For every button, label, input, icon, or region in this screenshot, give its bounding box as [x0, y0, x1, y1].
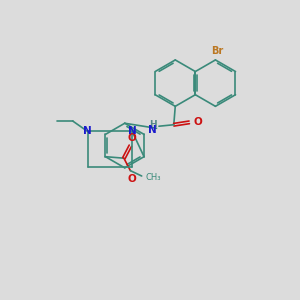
Text: O: O — [127, 133, 136, 143]
Text: H: H — [149, 120, 157, 129]
Text: N: N — [128, 126, 136, 136]
Text: Br: Br — [211, 46, 223, 56]
Text: N: N — [148, 125, 157, 135]
Text: O: O — [127, 174, 136, 184]
Text: O: O — [193, 117, 202, 128]
Text: CH₃: CH₃ — [146, 173, 161, 182]
Text: N: N — [83, 126, 92, 136]
